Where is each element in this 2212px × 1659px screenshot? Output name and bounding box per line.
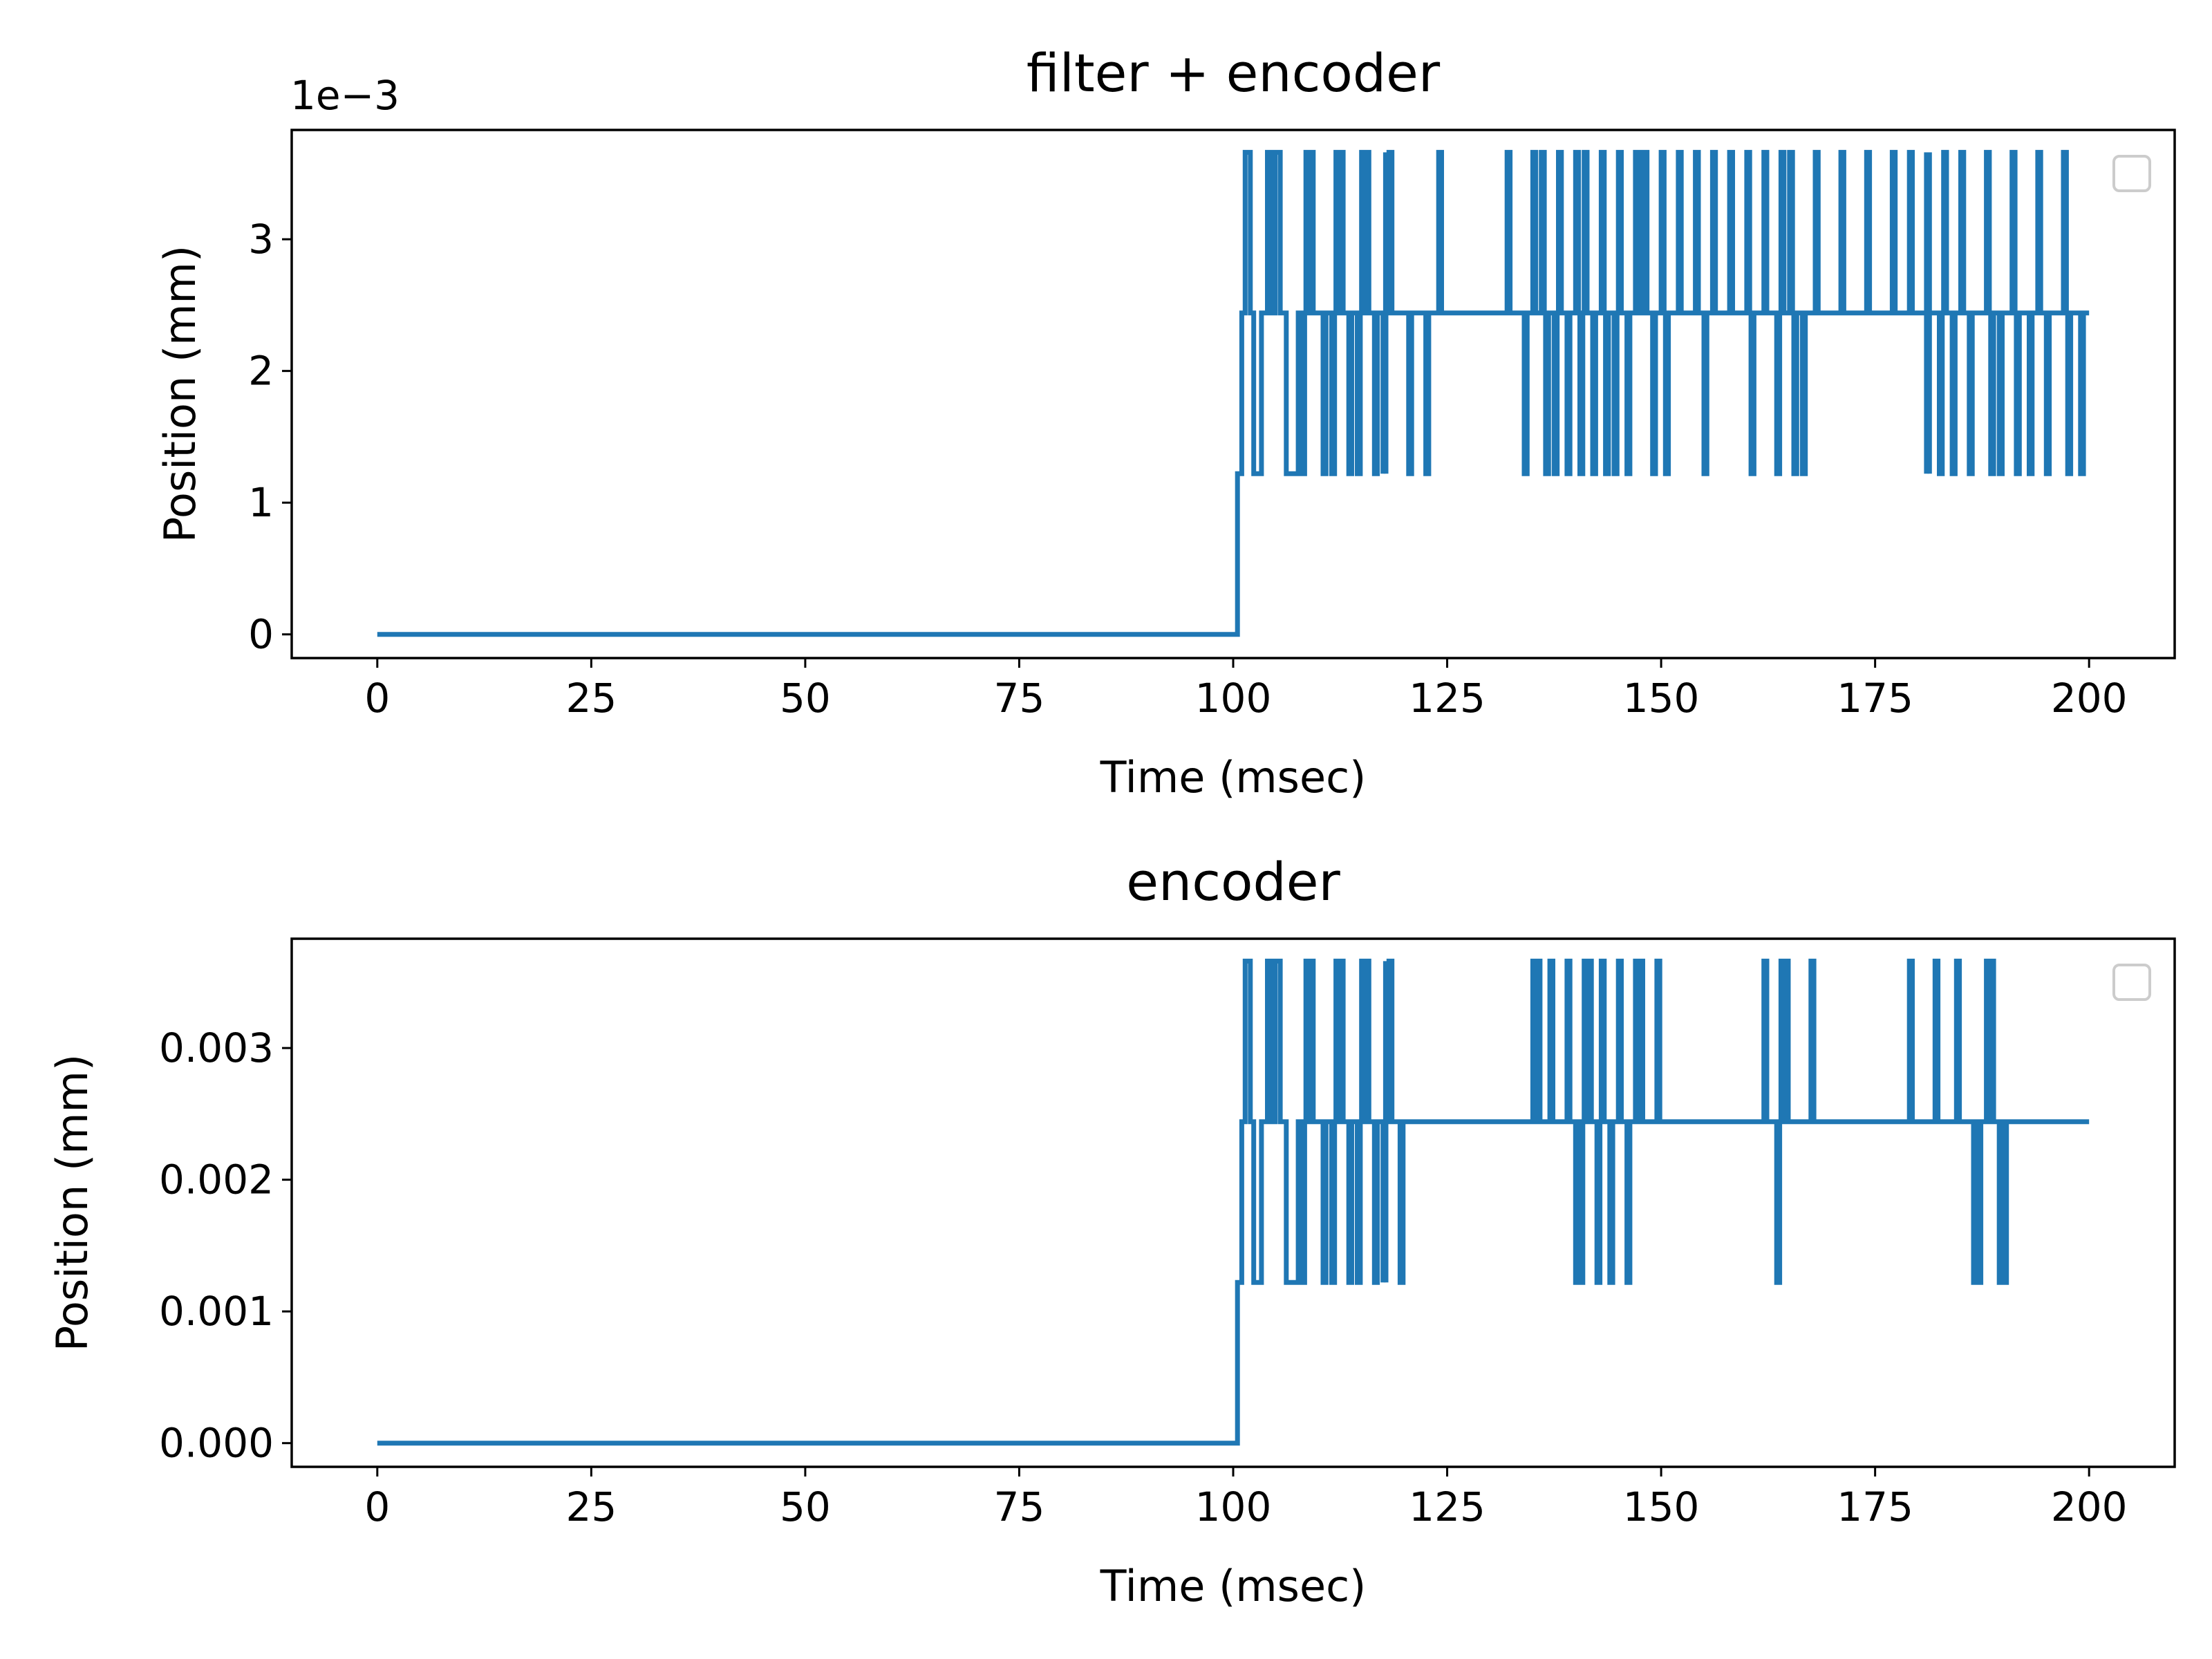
x-tick-label: 50 — [780, 675, 831, 722]
y-tick-label: 0.003 — [159, 1024, 274, 1071]
y-tick-label: 0.000 — [159, 1420, 274, 1467]
x-tick-label: 0 — [364, 1483, 390, 1530]
x-tick-label: 25 — [565, 675, 617, 722]
y-axis-label: Position (mm) — [155, 245, 205, 543]
x-axis-label: Time (msec) — [1100, 752, 1367, 803]
series-line — [377, 149, 2090, 637]
x-tick-label: 150 — [1623, 675, 1700, 722]
x-tick-label: 75 — [994, 1483, 1045, 1530]
subplot-encoder: encoder 0 25 50 75 100 125 150 175 200 0.000 0.001… — [47, 851, 2176, 1611]
x-tick-label: 200 — [2051, 675, 2128, 722]
series-line — [377, 958, 2090, 1446]
x-tick-label: 100 — [1195, 1483, 1272, 1530]
x-axis-label: Time (msec) — [1100, 1561, 1367, 1611]
chart-title: encoder — [1126, 851, 1340, 912]
subplot-filter-encoder: filter + encoder 1e−3 0 25 50 75 100 125 150 17… — [155, 42, 2176, 803]
plot-frame — [290, 937, 2176, 1468]
y-tick-label: 1 — [248, 479, 274, 526]
x-tick-label: 75 — [994, 675, 1045, 722]
x-tick-label: 175 — [1837, 675, 1913, 722]
y-tick-label: 0.002 — [159, 1156, 274, 1203]
legend-box — [2112, 155, 2151, 192]
x-tick-label: 125 — [1409, 1483, 1485, 1530]
y-axis-label: Position (mm) — [47, 1054, 97, 1351]
x-tick-label: 175 — [1837, 1483, 1913, 1530]
x-tick-label: 25 — [565, 1483, 617, 1530]
x-tick-label: 100 — [1195, 675, 1272, 722]
plot-frame — [290, 129, 2176, 659]
y-tick-label: 0.001 — [159, 1288, 274, 1335]
legend-box — [2112, 964, 2151, 1001]
y-offset-text: 1e−3 — [290, 72, 400, 119]
x-tick-label: 0 — [364, 675, 390, 722]
x-tick-label: 125 — [1409, 675, 1485, 722]
x-tick-label: 150 — [1623, 1483, 1700, 1530]
y-tick-label: 3 — [248, 216, 274, 263]
x-tick-label: 200 — [2051, 1483, 2128, 1530]
y-tick-label: 2 — [248, 348, 274, 395]
x-tick-label: 50 — [780, 1483, 831, 1530]
ticks-group: 0 25 50 75 100 125 150 175 200 0.000 0.001 0.002 0.0… — [159, 1024, 2128, 1530]
y-tick-label: 0 — [248, 611, 274, 658]
ticks-group: 0 25 50 75 100 125 150 175 200 0 1 2 3 — [248, 216, 2127, 722]
chart-title: filter + encoder — [1027, 42, 1441, 104]
